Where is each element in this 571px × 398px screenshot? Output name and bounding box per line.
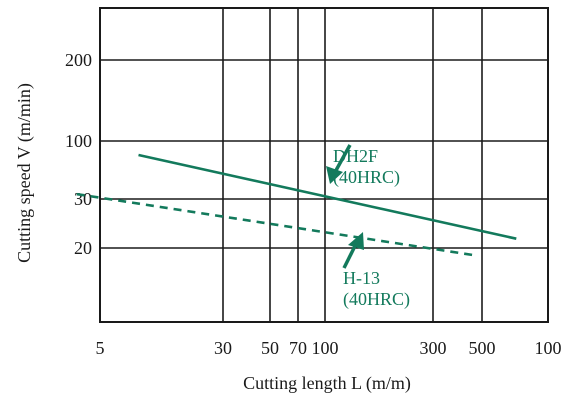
series-layer [76, 153, 517, 257]
y-tick-label: 30 [74, 189, 92, 209]
plot-frame [99, 7, 549, 323]
x-tick-label: 500 [469, 338, 496, 358]
annot-h13-line2: (40HRC) [343, 289, 410, 310]
x-tick-label: 30 [214, 338, 232, 358]
annotations: DH2F (40HRC) H-13 (40HRC) [326, 144, 410, 310]
y-tick-label: 200 [65, 50, 92, 70]
annot-dh2f-line2: (40HRC) [333, 167, 400, 188]
arrow-dh2f-head [326, 166, 343, 184]
arrow-dh2f-shaft [332, 144, 352, 175]
x-tick-label: 50 [261, 338, 279, 358]
y-tick-label: 20 [74, 238, 92, 258]
y-axis-label: Cutting speed V (m/min) [14, 83, 35, 263]
x-tick-label: 300 [420, 338, 447, 358]
x-tick-label: 70 [289, 338, 307, 358]
x-axis-label: Cutting length L (m/m) [243, 373, 411, 394]
x-tick-label: 100 [312, 338, 339, 358]
arrow-h13-head [348, 232, 364, 250]
series-line-0 [138, 153, 517, 240]
annot-h13-line1: H-13 [343, 268, 380, 288]
x-tick-label: 5 [96, 338, 105, 358]
x-tick-label: 100 [535, 338, 562, 358]
annot-dh2f-line1: DH2F [333, 146, 378, 166]
y-tick-label: 100 [65, 131, 92, 151]
series-line-1 [76, 192, 474, 257]
